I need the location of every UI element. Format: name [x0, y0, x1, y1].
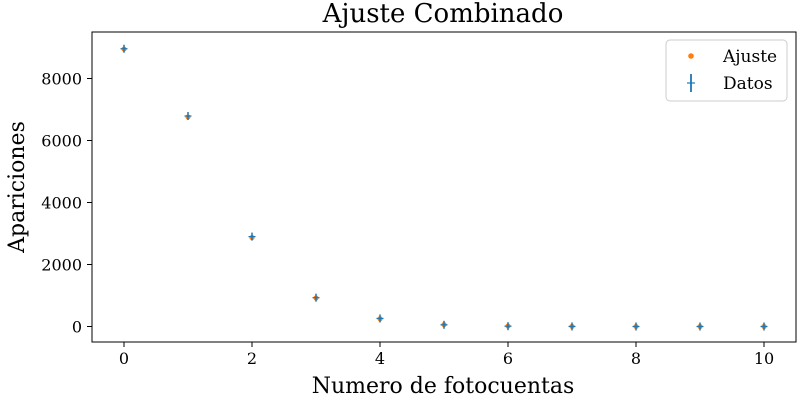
data-point [504, 322, 512, 331]
data-point [568, 322, 576, 331]
data-point [312, 293, 320, 302]
legend: Ajuste Datos [665, 39, 788, 102]
y-axis-label: Apariciones [5, 121, 30, 254]
legend-label-datos: Datos [723, 74, 773, 94]
x-axis-label: Numero de fotocuentas [312, 374, 575, 399]
x-tick-label: 0 [119, 349, 129, 368]
y-tick-label: 4000 [41, 194, 82, 213]
y-tick-label: 2000 [41, 256, 82, 275]
y-tick-label: 8000 [41, 70, 82, 89]
data-point [248, 232, 256, 241]
legend-item-datos: Datos [687, 74, 773, 94]
legend-box [665, 39, 788, 102]
legend-marker-ajuste [688, 53, 694, 59]
legend-label-ajuste: Ajuste [722, 47, 777, 67]
y-tick-label: 6000 [41, 132, 82, 151]
x-tick-label: 8 [631, 349, 641, 368]
legend-items: Ajuste Datos [687, 47, 777, 94]
marks [120, 44, 768, 331]
data-point [632, 322, 640, 331]
x-tick-label: 4 [375, 349, 385, 368]
plot-frame [91, 31, 797, 343]
data-point [760, 322, 768, 331]
data-point [184, 112, 192, 121]
data-point [376, 314, 384, 323]
x-tick-label: 2 [247, 349, 257, 368]
chart-title: Ajuste Combinado [322, 0, 564, 29]
y-tick-label: 0 [72, 318, 82, 337]
x-tick-label: 6 [503, 349, 513, 368]
x-tick-label: 10 [754, 349, 774, 368]
data-point [120, 44, 128, 53]
data-point [440, 320, 448, 329]
legend-item-ajuste: Ajuste [688, 47, 777, 67]
data-point [696, 322, 704, 331]
ticks: 0 2 4 6 8 10 0 2000 4000 6000 8000 [41, 70, 774, 369]
